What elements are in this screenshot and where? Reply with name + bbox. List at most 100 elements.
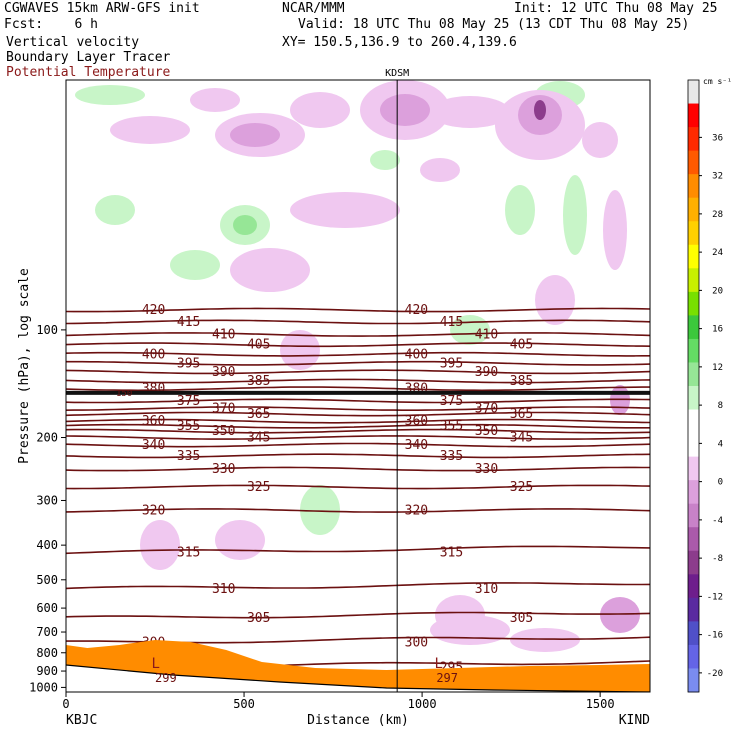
w-blob — [215, 520, 265, 560]
theta-contour-line — [66, 484, 650, 490]
theta-contour-label: 325 — [247, 480, 270, 495]
w-blob — [582, 122, 618, 158]
w-blob — [380, 94, 430, 126]
colorbar-label: 32 — [712, 172, 723, 182]
colorbar-swatch — [688, 456, 699, 481]
theta-contour-line — [66, 453, 650, 459]
theta-contour-label: 305 — [510, 611, 533, 626]
model-name: CGWAVES 15km ARW-GFS init — [4, 1, 200, 16]
theta-contour-line — [66, 611, 650, 619]
colorbar-swatch — [688, 574, 699, 599]
w-blob — [290, 92, 350, 128]
theta-contour-label: 405 — [247, 338, 270, 353]
x-tick-label: 1000 — [408, 697, 437, 711]
y-tick-label: 1000 — [29, 680, 58, 694]
w-blob — [300, 485, 340, 535]
theta-contour-label: 400 — [142, 347, 165, 362]
colorbar-label: 24 — [712, 248, 723, 258]
w-blob — [110, 116, 190, 144]
theta-contour-label: 350 — [475, 424, 498, 439]
theta-contour-label: 360 — [142, 414, 165, 429]
colorbar-swatch — [688, 480, 699, 505]
colorbar-swatch — [688, 644, 699, 669]
colorbar-label: 36 — [712, 133, 723, 143]
theta-contour-label: 360 — [405, 414, 428, 429]
colorbar-label: -4 — [712, 516, 723, 526]
colorbar-label: 12 — [712, 363, 723, 373]
y-axis-label: Pressure (hPa), log scale — [17, 268, 32, 464]
theta-contour-label: 420 — [405, 303, 428, 318]
w-blob — [233, 215, 257, 235]
low-marker: L — [435, 656, 443, 672]
theta-contour-label: 355 — [440, 419, 463, 434]
colorbar-swatch — [688, 433, 699, 458]
station-marker-label: KDSM — [385, 68, 409, 79]
colorbar-swatch — [688, 550, 699, 575]
theta-contour-line — [66, 582, 650, 590]
colorbar-swatch — [688, 503, 699, 528]
colorbar-label: -8 — [712, 554, 723, 564]
colorbar-label: 28 — [712, 210, 723, 220]
colorbar-swatch — [688, 315, 699, 340]
w-blob — [420, 158, 460, 182]
theta-contour-line — [66, 423, 650, 429]
w-blob — [510, 628, 580, 652]
colorbar-swatch — [688, 668, 699, 693]
x-axis-label: Distance (km) — [307, 713, 409, 728]
colorbar-label: 0 — [718, 478, 723, 488]
y-tick-label: 200 — [36, 431, 58, 445]
w-blob — [290, 192, 400, 228]
y-tick-label: 900 — [36, 664, 58, 678]
theta-contour-label: 415 — [440, 315, 463, 330]
theta-contour-line — [66, 378, 650, 384]
colorbar-swatch — [688, 127, 699, 152]
colorbar-swatch — [688, 386, 699, 411]
theta-contour-label: 395 — [440, 356, 463, 371]
colorbar-label: 16 — [712, 325, 723, 335]
theta-contour-label: 345 — [510, 431, 533, 446]
colorbar-swatch — [688, 150, 699, 175]
colorbar-label: -12 — [707, 592, 723, 602]
x-tick-label: 0 — [62, 697, 69, 711]
theta-contour-label: 330 — [212, 462, 235, 477]
colorbar-swatch — [688, 221, 699, 246]
ground — [66, 665, 650, 692]
w-blob — [230, 123, 280, 147]
colorbar-label: -16 — [707, 631, 723, 641]
theta-contour-line — [66, 406, 650, 411]
theta-contour-label: 410 — [212, 327, 235, 342]
org-name: NCAR/MMM — [282, 1, 345, 16]
theta-contour-line — [66, 435, 650, 440]
colorbar-swatch — [688, 338, 699, 363]
colorbar-label: 4 — [718, 439, 723, 449]
colorbar-frame — [687, 79, 700, 693]
valid-time: Valid: 18 UTC Thu 08 May 25 (13 CDT Thu … — [298, 17, 690, 32]
colorbar-swatch — [688, 244, 699, 269]
colorbar-swatch — [688, 197, 699, 222]
theta-contour-label: 400 — [405, 347, 428, 362]
colorbar-swatch — [688, 597, 699, 622]
colorbar-swatch — [688, 268, 699, 293]
terrain-line — [66, 664, 650, 692]
y-tick-label: 700 — [36, 625, 58, 639]
colorbar-label: 8 — [718, 401, 723, 411]
colorbar-label: 20 — [712, 286, 723, 296]
colorbar-swatch — [688, 80, 699, 105]
colorbar-swatch — [688, 362, 699, 387]
theta-contour-label: 405 — [510, 338, 533, 353]
w-blob — [95, 195, 135, 225]
w-blob — [230, 248, 310, 292]
w-blob — [190, 88, 240, 112]
theta-contour-label: 420 — [142, 303, 165, 318]
w-blob — [170, 250, 220, 280]
w-blob — [603, 190, 627, 270]
theta-contour-line — [66, 545, 650, 555]
axes: KDSM 0 500 1000 1500 Distance (km) KBJC KIND 100… — [17, 68, 650, 728]
theta-contour-line — [66, 386, 650, 392]
field-label-vertical-velocity: Vertical velocity — [6, 35, 140, 50]
w-blob — [75, 85, 145, 105]
w-blob — [535, 275, 575, 325]
y-tick-label: 500 — [36, 573, 58, 587]
cross-section-coords: XY= 150.5,136.9 to 260.4,139.6 — [282, 35, 517, 50]
